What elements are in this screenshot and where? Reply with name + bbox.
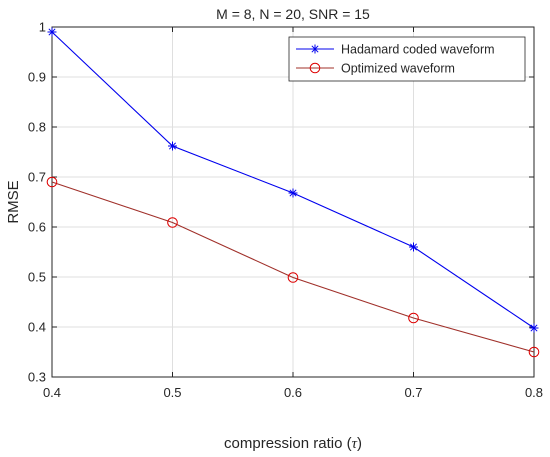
y-tick-label: 0.8 — [28, 120, 46, 135]
y-tick-label: 0.6 — [28, 220, 46, 235]
data-point — [409, 242, 418, 252]
chart-title: M = 8, N = 20, SNR = 15 — [216, 6, 370, 22]
data-point — [168, 141, 177, 151]
x-tick-label: 0.4 — [43, 385, 61, 400]
y-tick-label: 0.3 — [28, 370, 46, 385]
x-axis-label: compression ratio (τ) — [224, 435, 362, 452]
x-tick-label: 0.8 — [525, 385, 543, 400]
x-tick-label: 0.6 — [284, 385, 302, 400]
legend-marker — [309, 62, 321, 74]
y-tick-label: 0.7 — [28, 170, 46, 185]
series-1 — [47, 27, 539, 333]
legend: Hadamard coded waveform Optimized wavefor… — [288, 36, 526, 82]
data-point — [529, 323, 539, 333]
data-point — [47, 27, 57, 37]
legend-marker — [310, 44, 320, 54]
y-axis-label: RMSE — [5, 180, 22, 223]
x-tick-label: 0.7 — [404, 385, 422, 400]
y-tick-label: 0.5 — [28, 270, 46, 285]
axis-ticks: 0.4 0.5 0.6 0.7 0.80.30.40.50.60.70.80.91 — [28, 20, 543, 401]
legend-box — [288, 36, 526, 82]
data-point — [408, 312, 419, 324]
y-tick-label: 1 — [39, 20, 46, 35]
legend-entry: Hadamard coded waveform — [296, 43, 495, 57]
data-point — [528, 346, 540, 358]
data-point — [167, 217, 178, 228]
legend-entry: Optimized waveform — [296, 62, 455, 76]
data-point — [46, 176, 58, 188]
series-line — [51, 181, 535, 353]
series-2 — [46, 176, 540, 358]
x-tick-label: 0.5 — [163, 385, 181, 400]
data-point — [288, 188, 298, 198]
legend-label: Optimized waveform — [341, 62, 455, 76]
series-layer — [46, 27, 540, 358]
legend-label: Hadamard coded waveform — [341, 43, 495, 57]
y-tick-label: 0.9 — [28, 70, 46, 85]
y-tick-label: 0.4 — [28, 320, 46, 335]
data-point — [287, 272, 299, 283]
